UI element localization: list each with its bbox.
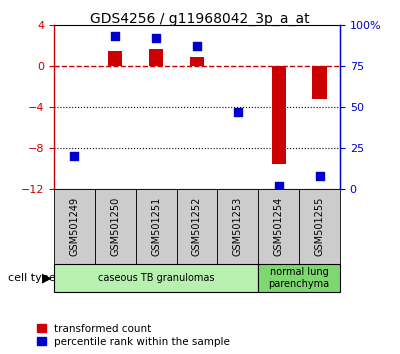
Bar <box>67 66 82 67</box>
Text: GSM501253: GSM501253 <box>233 197 243 256</box>
Text: cell type: cell type <box>8 273 56 283</box>
Bar <box>190 57 204 66</box>
Point <box>71 154 78 159</box>
Text: normal lung
parenchyma: normal lung parenchyma <box>268 267 330 289</box>
Bar <box>54 189 95 264</box>
Text: GSM501254: GSM501254 <box>274 197 284 256</box>
Bar <box>258 264 340 292</box>
Bar <box>95 189 136 264</box>
Text: caseous TB granulomas: caseous TB granulomas <box>98 273 214 283</box>
Point <box>316 173 323 179</box>
Text: GDS4256 / g11968042_3p_a_at: GDS4256 / g11968042_3p_a_at <box>90 12 310 27</box>
Point <box>153 35 159 41</box>
Point <box>276 183 282 189</box>
Bar <box>218 189 258 264</box>
Bar <box>272 66 286 164</box>
Point <box>235 109 241 115</box>
Bar <box>54 264 258 292</box>
Text: GSM501250: GSM501250 <box>110 197 120 256</box>
Text: GSM501252: GSM501252 <box>192 197 202 256</box>
Bar <box>136 189 176 264</box>
Legend: transformed count, percentile rank within the sample: transformed count, percentile rank withi… <box>37 324 230 347</box>
Bar <box>231 66 245 67</box>
Text: GSM501251: GSM501251 <box>151 197 161 256</box>
Point <box>112 34 118 39</box>
Text: GSM501249: GSM501249 <box>70 197 80 256</box>
Bar <box>149 50 163 66</box>
Bar <box>108 51 122 66</box>
Text: GSM501255: GSM501255 <box>314 197 324 256</box>
Bar <box>176 189 218 264</box>
Text: ▶: ▶ <box>42 272 52 284</box>
Point <box>194 43 200 49</box>
Bar <box>258 189 299 264</box>
Bar <box>299 189 340 264</box>
Bar <box>312 66 327 99</box>
